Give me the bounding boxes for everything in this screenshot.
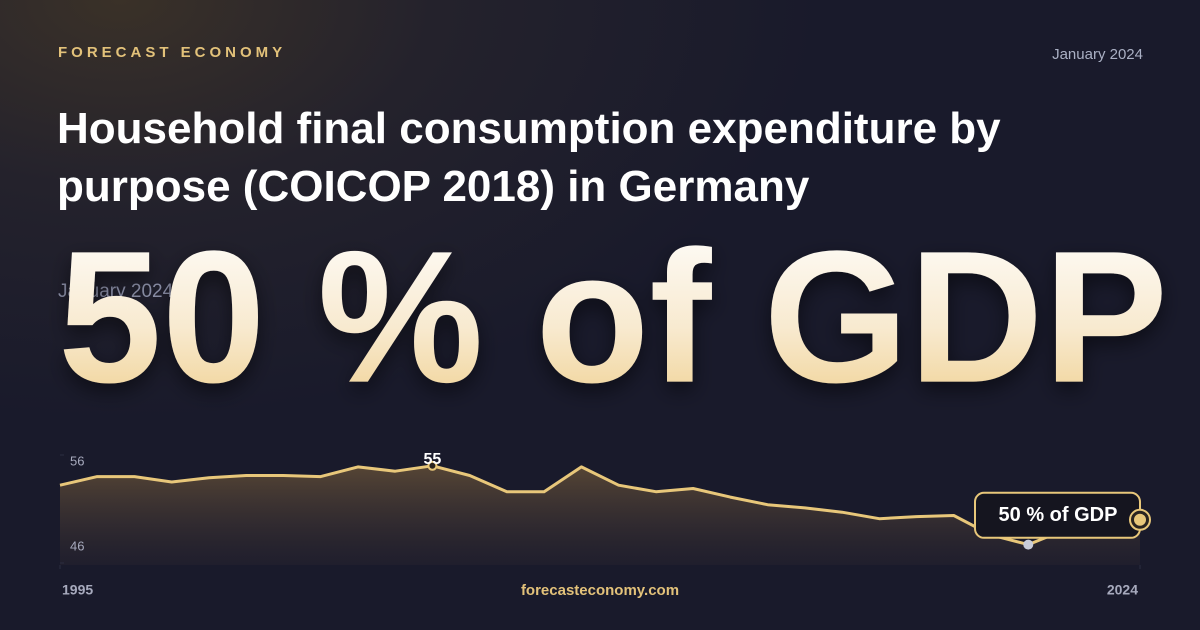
min-marker	[1023, 539, 1034, 550]
annotation-label: 55	[424, 451, 442, 468]
date: January 2024	[1052, 46, 1143, 63]
y-tick-label: 46	[70, 538, 84, 553]
x-tick-label: 2024	[1107, 582, 1138, 598]
footer-url: forecasteconomy.com	[521, 582, 679, 599]
end-marker	[1134, 513, 1146, 526]
line	[59, 464, 1141, 547]
brand: FORECAST ECONOMY	[58, 44, 287, 61]
area	[60, 465, 1140, 565]
headline: 50 % of GDP	[58, 212, 1168, 422]
y-tick-label: 56	[70, 453, 84, 468]
title: Household final consumption expenditure …	[57, 104, 1001, 211]
x-tick-label: 1995	[62, 582, 93, 598]
headline-date: January 2024	[58, 281, 174, 302]
annotation-marker	[427, 460, 438, 471]
plot: 50 % of GDP 55 46 56 1995 2024	[59, 451, 1151, 598]
callout-label: 50 % of GDP	[999, 504, 1118, 526]
